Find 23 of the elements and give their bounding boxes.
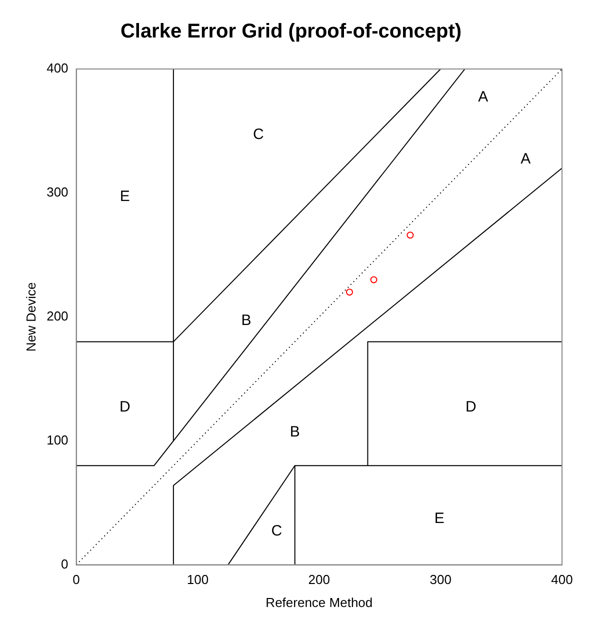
y-tick-label: 300 — [46, 184, 68, 200]
y-tick-label: 0 — [61, 556, 68, 572]
y-tick-label: 400 — [46, 60, 68, 76]
x-tick-label: 300 — [430, 572, 452, 588]
annotation: B — [241, 312, 252, 329]
x-tick-label: 200 — [308, 572, 330, 588]
annotation: E — [434, 510, 444, 528]
y-tick-label: 200 — [46, 308, 68, 324]
annotation: A — [478, 88, 488, 106]
y-axis-title: New Device — [23, 282, 38, 352]
x-tick-label: 400 — [551, 572, 573, 588]
y-tick-label: 100 — [46, 432, 68, 448]
annotation: D — [466, 398, 477, 416]
annotation: B — [290, 423, 300, 440]
x-tick-label: 100 — [186, 572, 209, 588]
annotation: C — [253, 126, 264, 143]
x-tick-label: 0 — [72, 572, 80, 588]
chart-title: Clarke Error Grid (proof-of-concept) — [120, 20, 462, 43]
annotation: E — [120, 188, 130, 205]
annotation: D — [119, 398, 130, 416]
annotation: A — [520, 150, 531, 168]
annotation: C — [271, 522, 282, 540]
x-axis-title: Reference Method — [266, 594, 373, 610]
